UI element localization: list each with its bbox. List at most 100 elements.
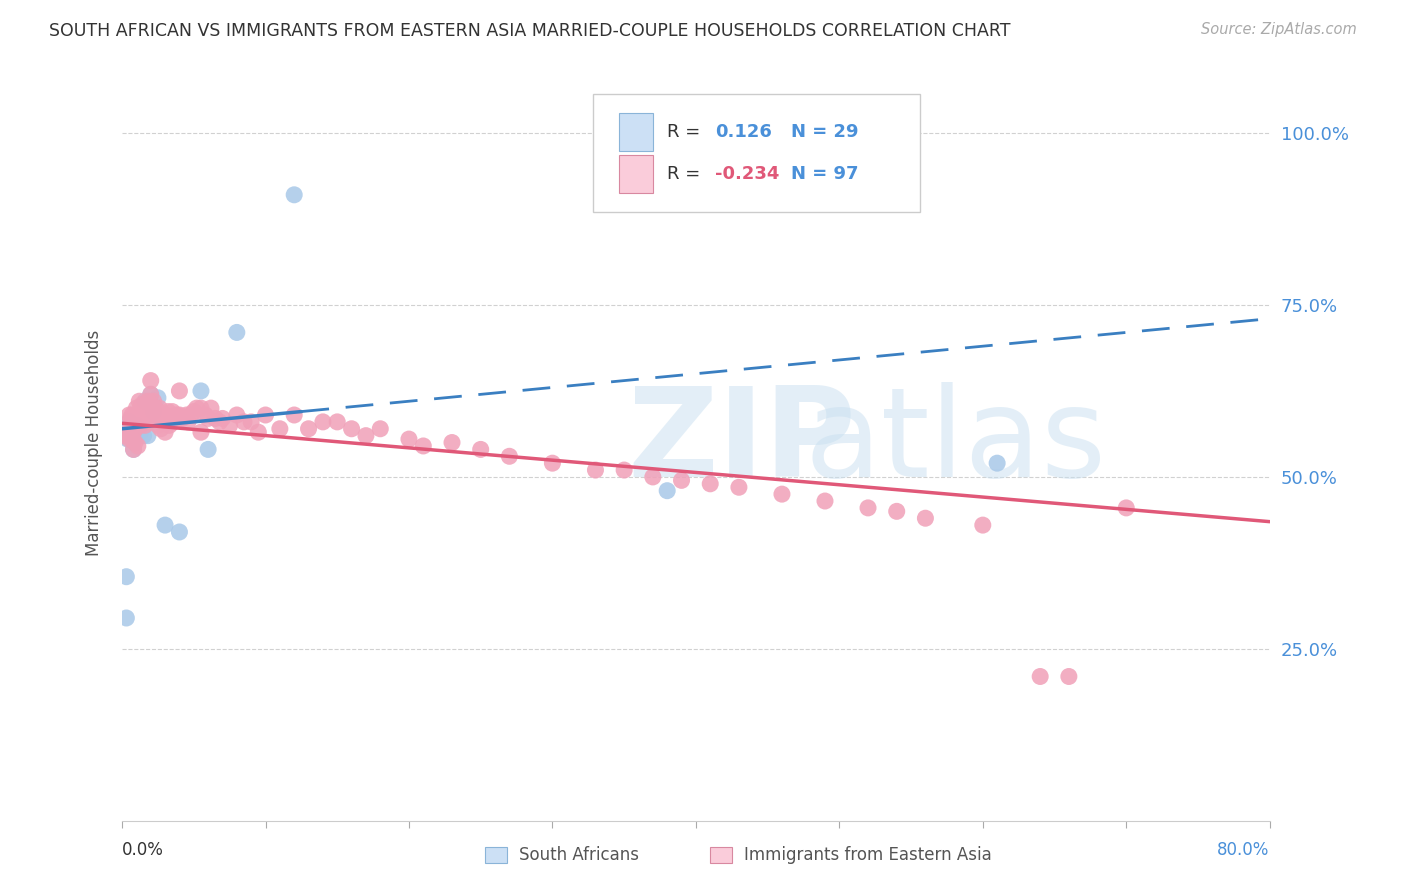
Point [208,415,231,429]
Text: N = 29: N = 29 [792,123,859,141]
Point [132,415,155,429]
Point [153,408,176,422]
Point [125,428,148,442]
Point [118,408,141,422]
Point [128,425,150,440]
Point [412,439,434,453]
Point [169,384,191,398]
Point [115,428,138,442]
Point [163,415,186,429]
Point [127,415,149,429]
Point [1115,500,1137,515]
Point [132,404,155,418]
Point [142,394,165,409]
Point [142,408,165,422]
Point [247,425,270,440]
Point [186,401,208,416]
Point [728,480,751,494]
Point [121,428,143,442]
Point [125,418,148,433]
Point [240,415,263,429]
Point [139,387,162,401]
Point [128,394,150,409]
Point [440,435,463,450]
Point [129,425,152,440]
Point [585,463,607,477]
Point [135,404,157,418]
Point [176,408,198,422]
Point [1029,669,1052,683]
Point [125,418,148,433]
Point [117,425,139,440]
Point [134,401,156,416]
Point [541,456,564,470]
Point [131,398,153,412]
Point [120,422,142,436]
Point [115,570,138,584]
Text: 0.0%: 0.0% [122,840,165,859]
Point [146,418,169,433]
Point [146,404,169,418]
Point [368,422,391,436]
Point [121,408,143,422]
Point [200,401,222,416]
Text: R =: R = [668,123,700,141]
Point [120,411,142,425]
Point [122,428,145,442]
Point [129,401,152,416]
Point [143,401,166,416]
Text: 80.0%: 80.0% [1218,840,1270,859]
Point [194,408,217,422]
Point [190,401,212,416]
Point [211,411,233,425]
Point [162,404,184,418]
Point [233,415,256,429]
Point [122,442,145,457]
Point [124,432,146,446]
Point [814,494,837,508]
Point [121,428,143,442]
Point [204,411,226,425]
Point [190,384,212,398]
Point [118,415,141,429]
Point [180,408,202,422]
Text: Source: ZipAtlas.com: Source: ZipAtlas.com [1201,22,1357,37]
Point [169,408,191,422]
Point [118,432,141,446]
Text: R =: R = [668,165,700,183]
Point [326,415,349,429]
Point [641,470,664,484]
Point [127,439,149,453]
Point [153,425,176,440]
Point [197,411,219,425]
Point [354,428,377,442]
Point [183,404,205,418]
Text: N = 97: N = 97 [792,165,859,183]
Point [254,408,277,422]
Point [129,418,152,433]
Point [134,394,156,409]
Point [283,408,305,422]
Point [145,404,167,418]
Bar [619,155,654,193]
Point [470,442,492,457]
Point [340,422,363,436]
Point [136,428,159,442]
Point [150,408,173,422]
Point [172,411,194,425]
Point [886,504,908,518]
Point [149,422,172,436]
Point [118,425,141,440]
Point [156,404,179,418]
Point [142,404,165,418]
Point [1057,669,1080,683]
Point [225,326,247,340]
Point [139,374,162,388]
Point [856,500,879,515]
Point [986,456,1008,470]
Point [134,418,156,433]
Point [148,401,170,416]
Point [283,187,305,202]
Point [972,518,994,533]
Text: ZIP: ZIP [627,382,856,503]
